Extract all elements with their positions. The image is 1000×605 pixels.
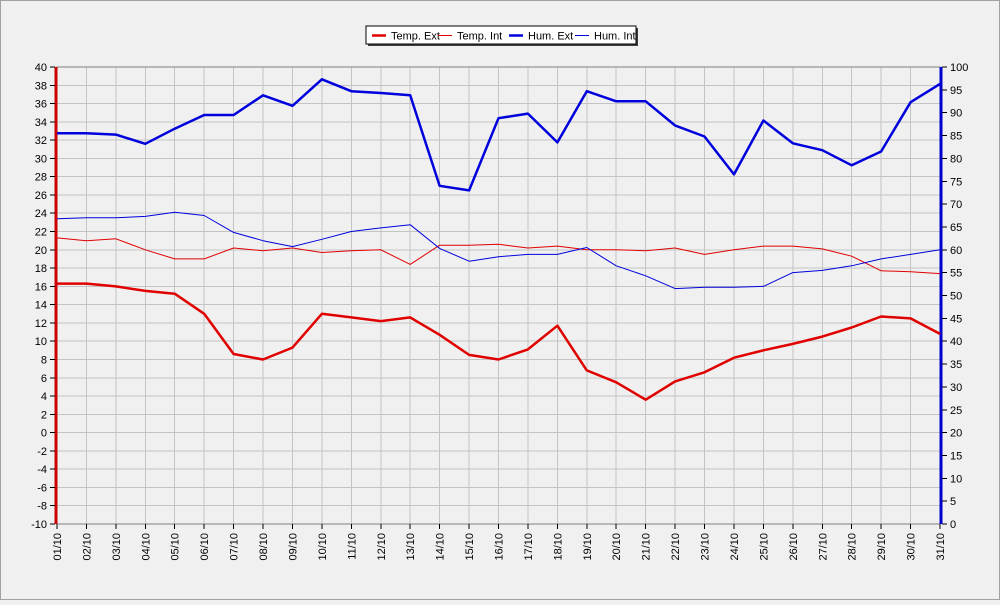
left-axis-tick-label: 6 [41, 373, 47, 385]
left-axis-tick-label: 36 [35, 99, 47, 111]
x-axis-tick-label: 14/10 [435, 533, 447, 561]
left-axis-tick-label: -2 [37, 446, 47, 458]
left-axis-tick-label: 16 [35, 281, 47, 293]
x-axis-tick-label: 08/10 [258, 533, 270, 561]
left-axis-tick-label: 32 [35, 135, 47, 147]
x-axis-tick-label: 10/10 [317, 533, 329, 561]
right-axis-tick-label: 60 [950, 245, 962, 257]
x-axis-tick-label: 19/10 [582, 533, 594, 561]
x-axis-tick-label: 20/10 [611, 533, 623, 561]
x-axis-tick-label: 26/10 [788, 533, 800, 561]
legend-box [365, 25, 637, 45]
right-axis-tick-label: 5 [950, 496, 956, 508]
right-axis-tick-label: 100 [950, 62, 968, 74]
x-axis-tick-label: 04/10 [140, 533, 152, 561]
x-axis-tick-label: 25/10 [758, 533, 770, 561]
legend: Temp. Ext Temp. Int Hum. Ext Hum. Int [365, 25, 638, 46]
right-axis-tick-label: 10 [950, 473, 962, 485]
legend-label: Hum. Ext [528, 31, 573, 43]
left-axis-tick-label: 18 [35, 263, 47, 275]
x-axis-tick-label: 09/10 [287, 533, 299, 561]
x-axis-tick-label: 12/10 [376, 533, 388, 561]
x-axis-tick-label: 05/10 [170, 533, 182, 561]
left-axis-tick-label: 30 [35, 153, 47, 165]
left-axis-tick-label: -10 [31, 519, 47, 531]
right-axis-tick-label: 70 [950, 199, 962, 211]
legend-label: Hum. Int [594, 31, 636, 43]
left-axis-tick-label: -6 [37, 482, 47, 494]
series-lines [56, 78, 941, 401]
left-axis-tick-label: 10 [35, 336, 47, 348]
left-axis-tick-label: -8 [37, 501, 47, 513]
right-axis-tick-label: 50 [950, 291, 962, 303]
series-line-temp-int [56, 237, 941, 275]
left-axis-tick-label: 38 [35, 80, 47, 92]
x-axis-tick-label: 23/10 [700, 533, 712, 561]
right-axis-tick-label: 80 [950, 153, 962, 165]
right-axis-tick-label: 15 [950, 450, 962, 462]
x-axis-tick-label: 13/10 [405, 533, 417, 561]
x-axis-tick-label: 17/10 [523, 533, 535, 561]
right-axis-tick-label: 40 [950, 336, 962, 348]
left-axis-tick-label: 20 [35, 245, 47, 257]
left-axis-tick-label: 24 [35, 208, 47, 220]
right-axis-tick-label: 20 [950, 428, 962, 440]
x-axis-tick-label: 27/10 [817, 533, 829, 561]
series-line-temp-ext [57, 282, 941, 401]
x-axis-tick-label: 01/10 [52, 533, 64, 561]
x-axis-tick-label: 16/10 [494, 533, 506, 561]
right-axis-tick-label: 45 [950, 313, 962, 325]
x-axis-tick-label: 18/10 [552, 533, 564, 561]
right-axis-tick-label: 95 [950, 85, 962, 97]
right-axis-tick-label: 35 [950, 359, 962, 371]
x-axis-tick-label: 02/10 [81, 533, 93, 561]
left-axis-tick-label: 40 [35, 62, 47, 74]
series-line-hum-int [56, 211, 941, 290]
left-axis-tick-label: 8 [41, 354, 47, 366]
left-axis-tick-label: 26 [35, 190, 47, 202]
x-axis-tick-label: 24/10 [729, 533, 741, 561]
right-axis-tick-label: 85 [950, 131, 962, 143]
left-axis-tick-label: 2 [41, 409, 47, 421]
x-axis-tick-label: 11/10 [346, 533, 358, 560]
right-axis-tick-label: 25 [950, 405, 962, 417]
left-axis-tick-label: 4 [41, 391, 47, 403]
x-axis-tick-label: 30/10 [906, 533, 918, 561]
left-axis-tick-label: 12 [35, 318, 47, 330]
right-axis-tick-label: 75 [950, 176, 962, 188]
x-axis-tick-label: 07/10 [229, 533, 241, 561]
legend-label: Temp. Ext [391, 31, 440, 43]
right-axis-tick-label: 30 [950, 382, 962, 394]
grid-lines [56, 66, 941, 525]
x-axis-tick-label: 31/10 [935, 533, 947, 561]
x-axis-tick-label: 29/10 [876, 533, 888, 561]
legend-label: Temp. Int [457, 31, 502, 43]
x-axis-tick-label: 06/10 [199, 533, 211, 561]
x-axis-tick-label: 22/10 [670, 533, 682, 561]
right-axis-tick-label: 0 [950, 519, 956, 531]
x-axis-tick-label: 21/10 [641, 533, 653, 561]
left-axis-tick-label: 34 [35, 117, 47, 129]
left-axis-tick-label: 14 [35, 300, 47, 312]
left-axis-tick-label: 28 [35, 172, 47, 184]
series-line-hum-ext [57, 78, 941, 192]
x-axis-tick-label: 15/10 [464, 533, 476, 561]
left-axis-tick-label: 22 [35, 227, 47, 239]
right-axis-tick-label: 90 [950, 108, 962, 120]
left-axis-tick-label: -4 [37, 464, 47, 476]
left-axis-tick-label: 0 [41, 428, 47, 440]
x-axis-tick-label: 28/10 [847, 533, 859, 561]
x-axis-tick-label: 03/10 [111, 533, 123, 561]
right-axis-tick-label: 55 [950, 268, 962, 280]
right-axis-tick-label: 65 [950, 222, 962, 234]
